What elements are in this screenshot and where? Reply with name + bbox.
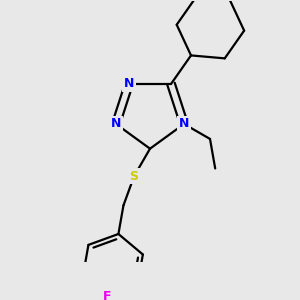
- Text: F: F: [103, 290, 112, 300]
- Text: N: N: [179, 118, 189, 130]
- Text: N: N: [111, 118, 121, 130]
- Text: S: S: [130, 170, 139, 183]
- Text: N: N: [124, 77, 134, 90]
